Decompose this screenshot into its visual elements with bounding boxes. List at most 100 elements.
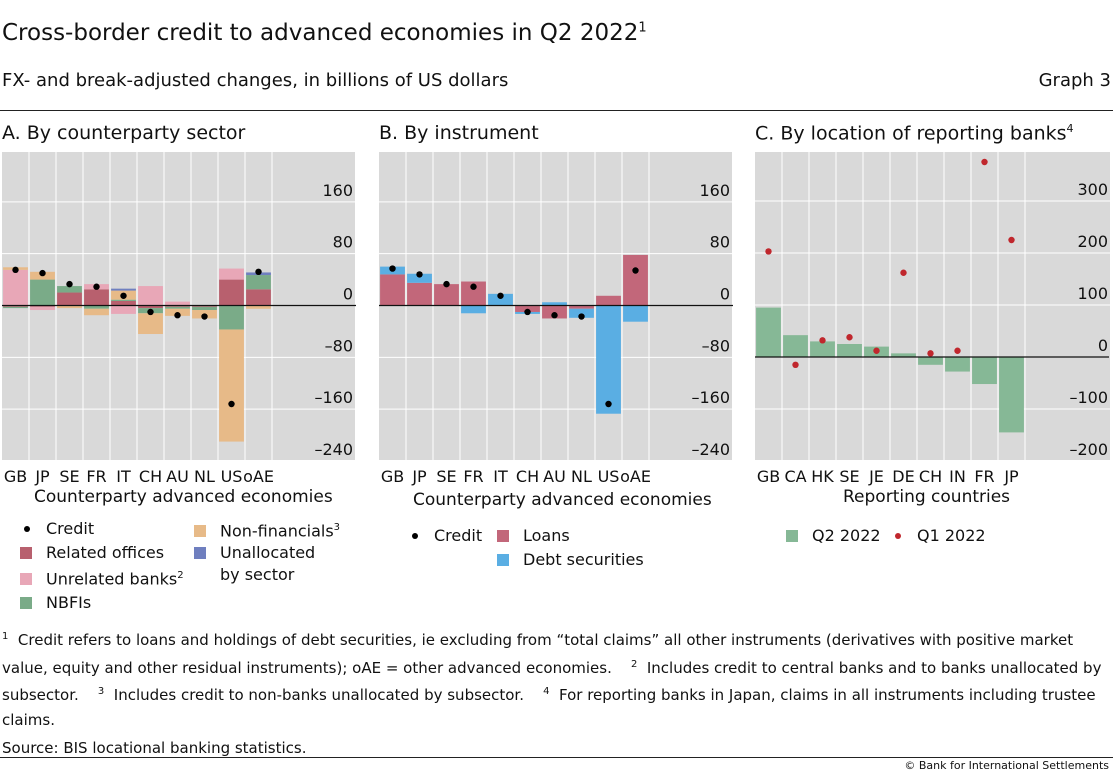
credit-point: [255, 268, 262, 276]
bar-loans: [515, 305, 540, 312]
y-tick-label: 160: [322, 181, 353, 200]
credit-point: [497, 292, 504, 299]
bar-related-offices: [219, 279, 244, 306]
bar-nbfis: [246, 275, 271, 290]
bar-related-offices: [57, 292, 82, 306]
legend-a-col2: Non-financials3 Unallocated by sector: [194, 517, 340, 586]
source-note: Source: BIS locational banking statistic…: [2, 739, 307, 757]
y-tick-label: 100: [1077, 284, 1108, 303]
legend-item-credit-b: Credit: [408, 526, 482, 545]
bar-debt-securities: [623, 305, 648, 322]
bar-loans: [380, 274, 405, 306]
x-tick-label: NL: [571, 467, 592, 486]
y-tick-label: 0: [720, 285, 730, 304]
y-tick-label: –100: [1069, 388, 1108, 407]
q1-2022-point: [873, 347, 880, 354]
x-tick-label: AU: [166, 467, 189, 486]
y-tick-label: 80: [710, 233, 730, 252]
credit-point: [551, 312, 558, 319]
credit-point: [578, 313, 585, 320]
credit-point: [416, 271, 423, 278]
bar-unrelated-banks: [30, 306, 55, 311]
x-tick-label: JP: [1003, 467, 1019, 486]
legend-item-unrelated-banks: Unrelated banks2: [20, 564, 184, 591]
credit-dot-icon: [24, 526, 30, 532]
y-tick-label: 80: [333, 233, 353, 252]
bar-non-financials: [57, 305, 82, 309]
x-tick-label: CA: [784, 467, 806, 486]
x-tick-label: oAE: [620, 467, 651, 486]
copyright: © Bank for International Settlements: [904, 759, 1109, 772]
legend-item-q2-2022: Q2 2022: [786, 526, 881, 545]
bar-q2-2022: [945, 357, 970, 372]
bar-unrelated-banks: [165, 301, 190, 306]
bar-loans: [623, 254, 648, 306]
bar-debt-securities: [488, 293, 513, 306]
nbfis-swatch: [20, 596, 32, 609]
bar-q2-2022: [810, 341, 835, 357]
legend-item-loans: Loans: [497, 526, 570, 545]
credit-point: [470, 283, 477, 290]
debt-securities-swatch: [497, 554, 509, 566]
bar-debt-securities: [461, 305, 486, 314]
x-tick-label: IN: [949, 467, 966, 486]
x-tick-label: US: [598, 467, 620, 486]
bar-q2-2022: [918, 357, 943, 365]
y-tick-label: 0: [343, 285, 353, 304]
panel-c-title: C. By location of reporting banks4: [755, 122, 1074, 145]
x-tick-label: AU: [543, 467, 566, 486]
x-tick-label: SE: [839, 467, 859, 486]
x-tick-label: GB: [4, 467, 27, 486]
top-rule: [0, 110, 1113, 111]
x-tick-label: CH: [516, 467, 539, 486]
page-subtitle: FX- and break-adjusted changes, in billi…: [2, 70, 509, 91]
legend-item-unallocated-line2: by sector: [220, 565, 295, 585]
q1-2022-point: [765, 248, 772, 255]
page-title: Cross-border credit to advanced economie…: [2, 20, 647, 46]
bar-unrelated-banks: [138, 286, 163, 306]
y-tick-label: –80: [325, 336, 353, 355]
x-tick-label: SE: [436, 467, 456, 486]
panel-a-title: A. By counterparty sector: [2, 122, 246, 144]
related-offices-swatch: [20, 546, 32, 559]
bar-related-offices: [111, 300, 136, 306]
footnotes: 1 Credit refers to loans and holdings of…: [2, 631, 1102, 729]
bar-q2-2022: [783, 335, 808, 357]
x-tick-label: JP: [34, 467, 50, 486]
credit-point: [201, 313, 208, 320]
x-tick-label: IT: [493, 467, 508, 486]
y-tick-label: –160: [314, 388, 353, 407]
x-tick-label: US: [221, 467, 243, 486]
credit-dot-icon: [412, 533, 418, 539]
loans-swatch: [497, 530, 509, 542]
credit-point: [174, 312, 181, 319]
credit-point: [389, 265, 396, 272]
legend-item-nbfis: NBFIs: [20, 591, 184, 615]
unrelated-banks-swatch: [20, 573, 32, 586]
q1-2022-point: [846, 334, 853, 341]
credit-point: [93, 283, 100, 290]
legend-item-related-offices: Related offices: [20, 541, 184, 565]
legend-item-q1-2022: Q1 2022: [891, 526, 986, 545]
credit-point: [605, 400, 612, 408]
panel-b-xlabel: Counterparty advanced economies: [413, 490, 712, 510]
bar-q2-2022: [972, 357, 997, 385]
bar-q2-2022: [837, 344, 862, 357]
q1-2022-dot-icon: [895, 533, 901, 539]
x-tick-label: HK: [811, 467, 834, 486]
plot-background-c: [755, 152, 1110, 460]
credit-point: [120, 292, 127, 299]
bar-q2-2022: [756, 307, 781, 357]
bar-debt-securities: [407, 273, 432, 283]
credit-point: [147, 308, 154, 316]
unallocated-swatch: [194, 547, 206, 560]
y-tick-label: 200: [1077, 232, 1108, 251]
bar-nbfis: [57, 286, 82, 293]
x-tick-label: JE: [868, 467, 884, 486]
q1-2022-point: [981, 158, 988, 166]
bar-nbfis: [30, 279, 55, 306]
bottom-rule: [0, 757, 1113, 758]
bar-nbfis: [192, 306, 217, 311]
q1-2022-point: [927, 350, 934, 357]
